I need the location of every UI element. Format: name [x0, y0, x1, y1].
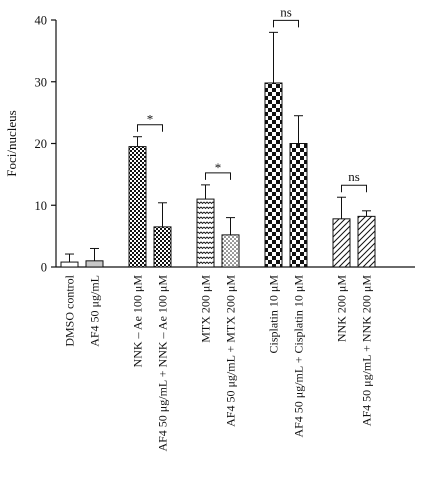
category-label: NNK 200 μM [335, 275, 349, 342]
y-tick-label: 30 [35, 75, 48, 89]
bar [128, 146, 147, 268]
y-tick-label: 10 [35, 199, 48, 213]
significance-bracket [137, 124, 163, 132]
bar [332, 218, 351, 268]
y-tick-label: 0 [41, 261, 47, 275]
bar [153, 226, 172, 268]
significance-label: * [147, 112, 154, 127]
category-label: Cisplatin 10 μM [267, 275, 281, 354]
significance-bracket [205, 172, 231, 180]
significance-label: ns [280, 4, 292, 19]
category-label: AF4 50 μg/mL + NNK – Ae 100 μM [156, 275, 170, 452]
category-label: DMSO control [63, 274, 77, 346]
significance-label: ns [348, 169, 360, 184]
bar [357, 215, 376, 268]
significance-markers: * * ns ns [137, 4, 367, 193]
significance-bracket [273, 19, 299, 28]
category-label: NNK – Ae 100 μM [131, 275, 145, 368]
bar [221, 234, 240, 268]
category-label: AF4 50 μg/mL + Cisplatin 10 μM [292, 275, 306, 438]
category-label: MTX 200 μM [199, 275, 213, 343]
significance-label: * [215, 160, 222, 175]
bar [264, 82, 283, 268]
bar [85, 260, 104, 268]
bar [289, 143, 308, 268]
significance-bracket [341, 184, 367, 193]
bar [60, 261, 79, 268]
bar-series [60, 31, 376, 268]
category-labels: DMSO control AF4 50 μg/mL NNK – Ae 100 μM A… [63, 274, 374, 451]
y-axis-title: Foci/nucleus [4, 110, 19, 176]
category-label: AF4 50 μg/mL + MTX 200 μM [224, 275, 238, 427]
category-label: AF4 50 μg/mL + NNK 200 μM [360, 275, 374, 427]
category-label: AF4 50 μg/mL [88, 275, 102, 347]
y-tick-label: 40 [35, 14, 48, 28]
bar [196, 198, 215, 268]
y-axis-ticks: 0 10 20 30 40 [35, 14, 56, 275]
y-tick-label: 20 [35, 137, 48, 151]
